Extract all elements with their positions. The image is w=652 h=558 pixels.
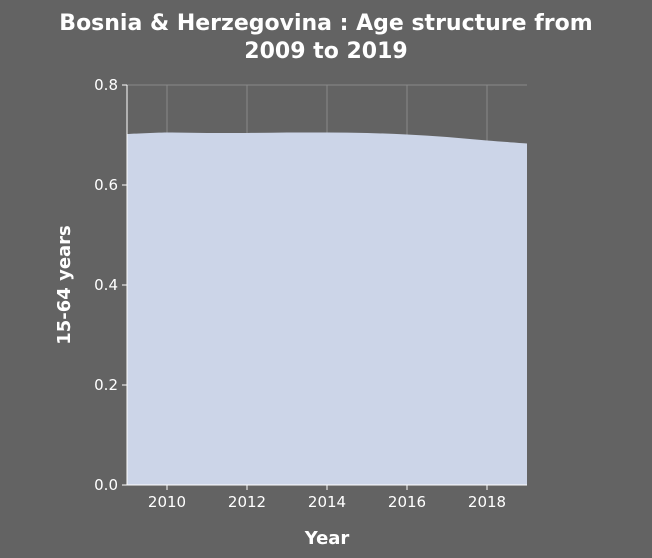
y-tick-label: 0.4 bbox=[94, 276, 118, 294]
x-tick-label: 2012 bbox=[228, 493, 266, 511]
y-axis-ticks: 0.0 0.2 0.4 0.6 0.8 bbox=[94, 76, 127, 494]
y-tick-label: 0.8 bbox=[94, 76, 118, 94]
y-tick-label: 0.6 bbox=[94, 176, 118, 194]
x-axis-ticks: 2010 2012 2014 2016 2018 bbox=[148, 485, 506, 511]
x-tick-label: 2010 bbox=[148, 493, 186, 511]
y-tick-label: 0.2 bbox=[94, 376, 118, 394]
x-tick-label: 2018 bbox=[468, 493, 506, 511]
chart-title-line-2: 2009 to 2019 bbox=[244, 39, 407, 64]
y-axis-label: 15-64 years bbox=[54, 225, 75, 345]
x-tick-label: 2016 bbox=[388, 493, 426, 511]
x-tick-label: 2014 bbox=[308, 493, 346, 511]
y-tick-label: 0.0 bbox=[94, 476, 118, 494]
area-series bbox=[127, 132, 527, 485]
x-axis-label: Year bbox=[304, 528, 350, 549]
chart-title-line-1: Bosnia & Herzegovina : Age structure fro… bbox=[59, 11, 592, 36]
